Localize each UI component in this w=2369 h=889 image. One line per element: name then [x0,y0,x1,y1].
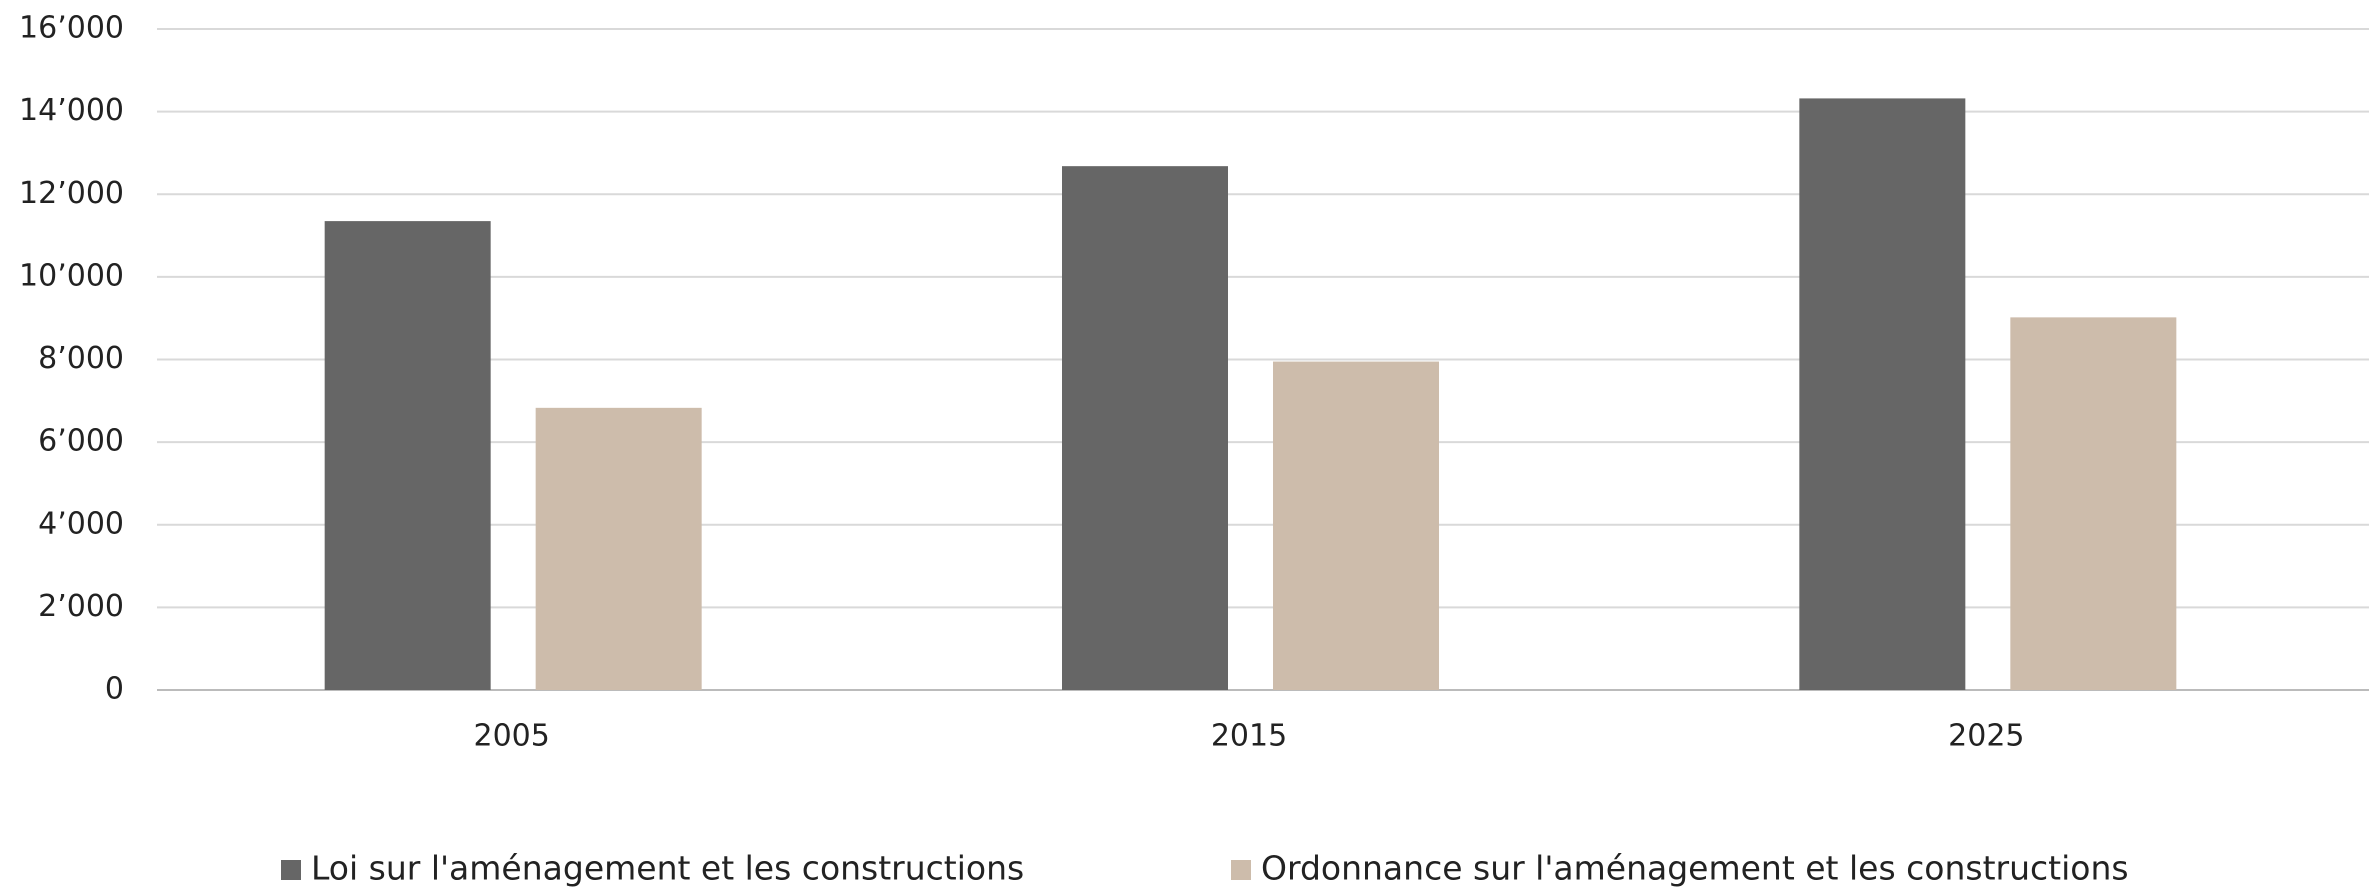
bar [1062,166,1228,691]
y-tick-label: 8’000 [38,341,124,376]
x-tick-label: 2025 [1948,719,2024,754]
y-tick-label: 10’000 [19,258,124,293]
bar [1799,98,1966,690]
bar [1273,361,1439,690]
bar [324,221,491,690]
y-tick-label: 6’000 [38,424,124,459]
bar [535,407,702,690]
x-tick-label: 2005 [473,719,549,754]
legend-swatch [281,860,301,880]
legend-swatch [1231,860,1251,880]
y-tick-label: 12’000 [19,176,124,211]
y-tick-label: 14’000 [19,93,124,128]
bar [2010,317,2177,690]
y-tick-label: 4’000 [38,506,124,541]
legend-label: Ordonnance sur l'aménagement et les cons… [1261,849,2129,888]
legend-label: Loi sur l'aménagement et les constructio… [311,849,1024,888]
x-tick-label: 2015 [1211,719,1287,754]
y-tick-label: 2’000 [38,589,124,624]
y-tick-label: 0 [105,672,124,707]
y-tick-label: 16’000 [19,11,124,46]
